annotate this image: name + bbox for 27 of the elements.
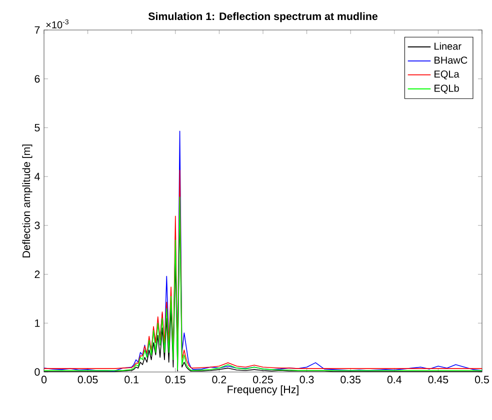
legend-label: BHawC	[434, 56, 468, 64]
x-tick-label: 0.35	[340, 376, 361, 384]
legend-label: EQLb	[434, 84, 459, 94]
x-tick-label: 0.1	[124, 376, 139, 384]
text: ×10$^{-3}$	[46, 19, 68, 28]
y-tick-label: 1	[35, 319, 40, 327]
legend-label: EQLa	[434, 70, 460, 80]
y-tick-label: 3	[34, 222, 40, 230]
chart-title: Simulation 1: Deflection spectrum at mudline	[148, 12, 378, 22]
x-tick-label: 0.5	[475, 376, 489, 384]
x-tick-label: 0.15	[165, 376, 186, 384]
x-tick-label: 0.45	[428, 376, 448, 384]
y-tick-label: 5	[34, 124, 40, 132]
y-axis-title: Deflection amplitude [m]	[22, 144, 32, 258]
x-tick-label: 0.4	[387, 376, 402, 384]
legend-label: Linear	[434, 42, 462, 50]
y-tick-label: 6	[34, 75, 40, 83]
y-tick-label: 4	[34, 172, 40, 180]
x-tick-label: 0	[41, 376, 47, 384]
y-tick-label: 0	[34, 368, 40, 376]
x-tick-label: 0.3	[300, 376, 314, 384]
y-tick-label: 7	[34, 26, 40, 34]
x-tick-label: 0.2	[212, 376, 226, 384]
x-tick-label: 0.05	[78, 376, 98, 384]
y-tick-label: 2	[34, 270, 40, 278]
x-tick-label: 0.25	[253, 376, 273, 384]
x-axis-title: Frequency [Hz]	[228, 385, 298, 396]
